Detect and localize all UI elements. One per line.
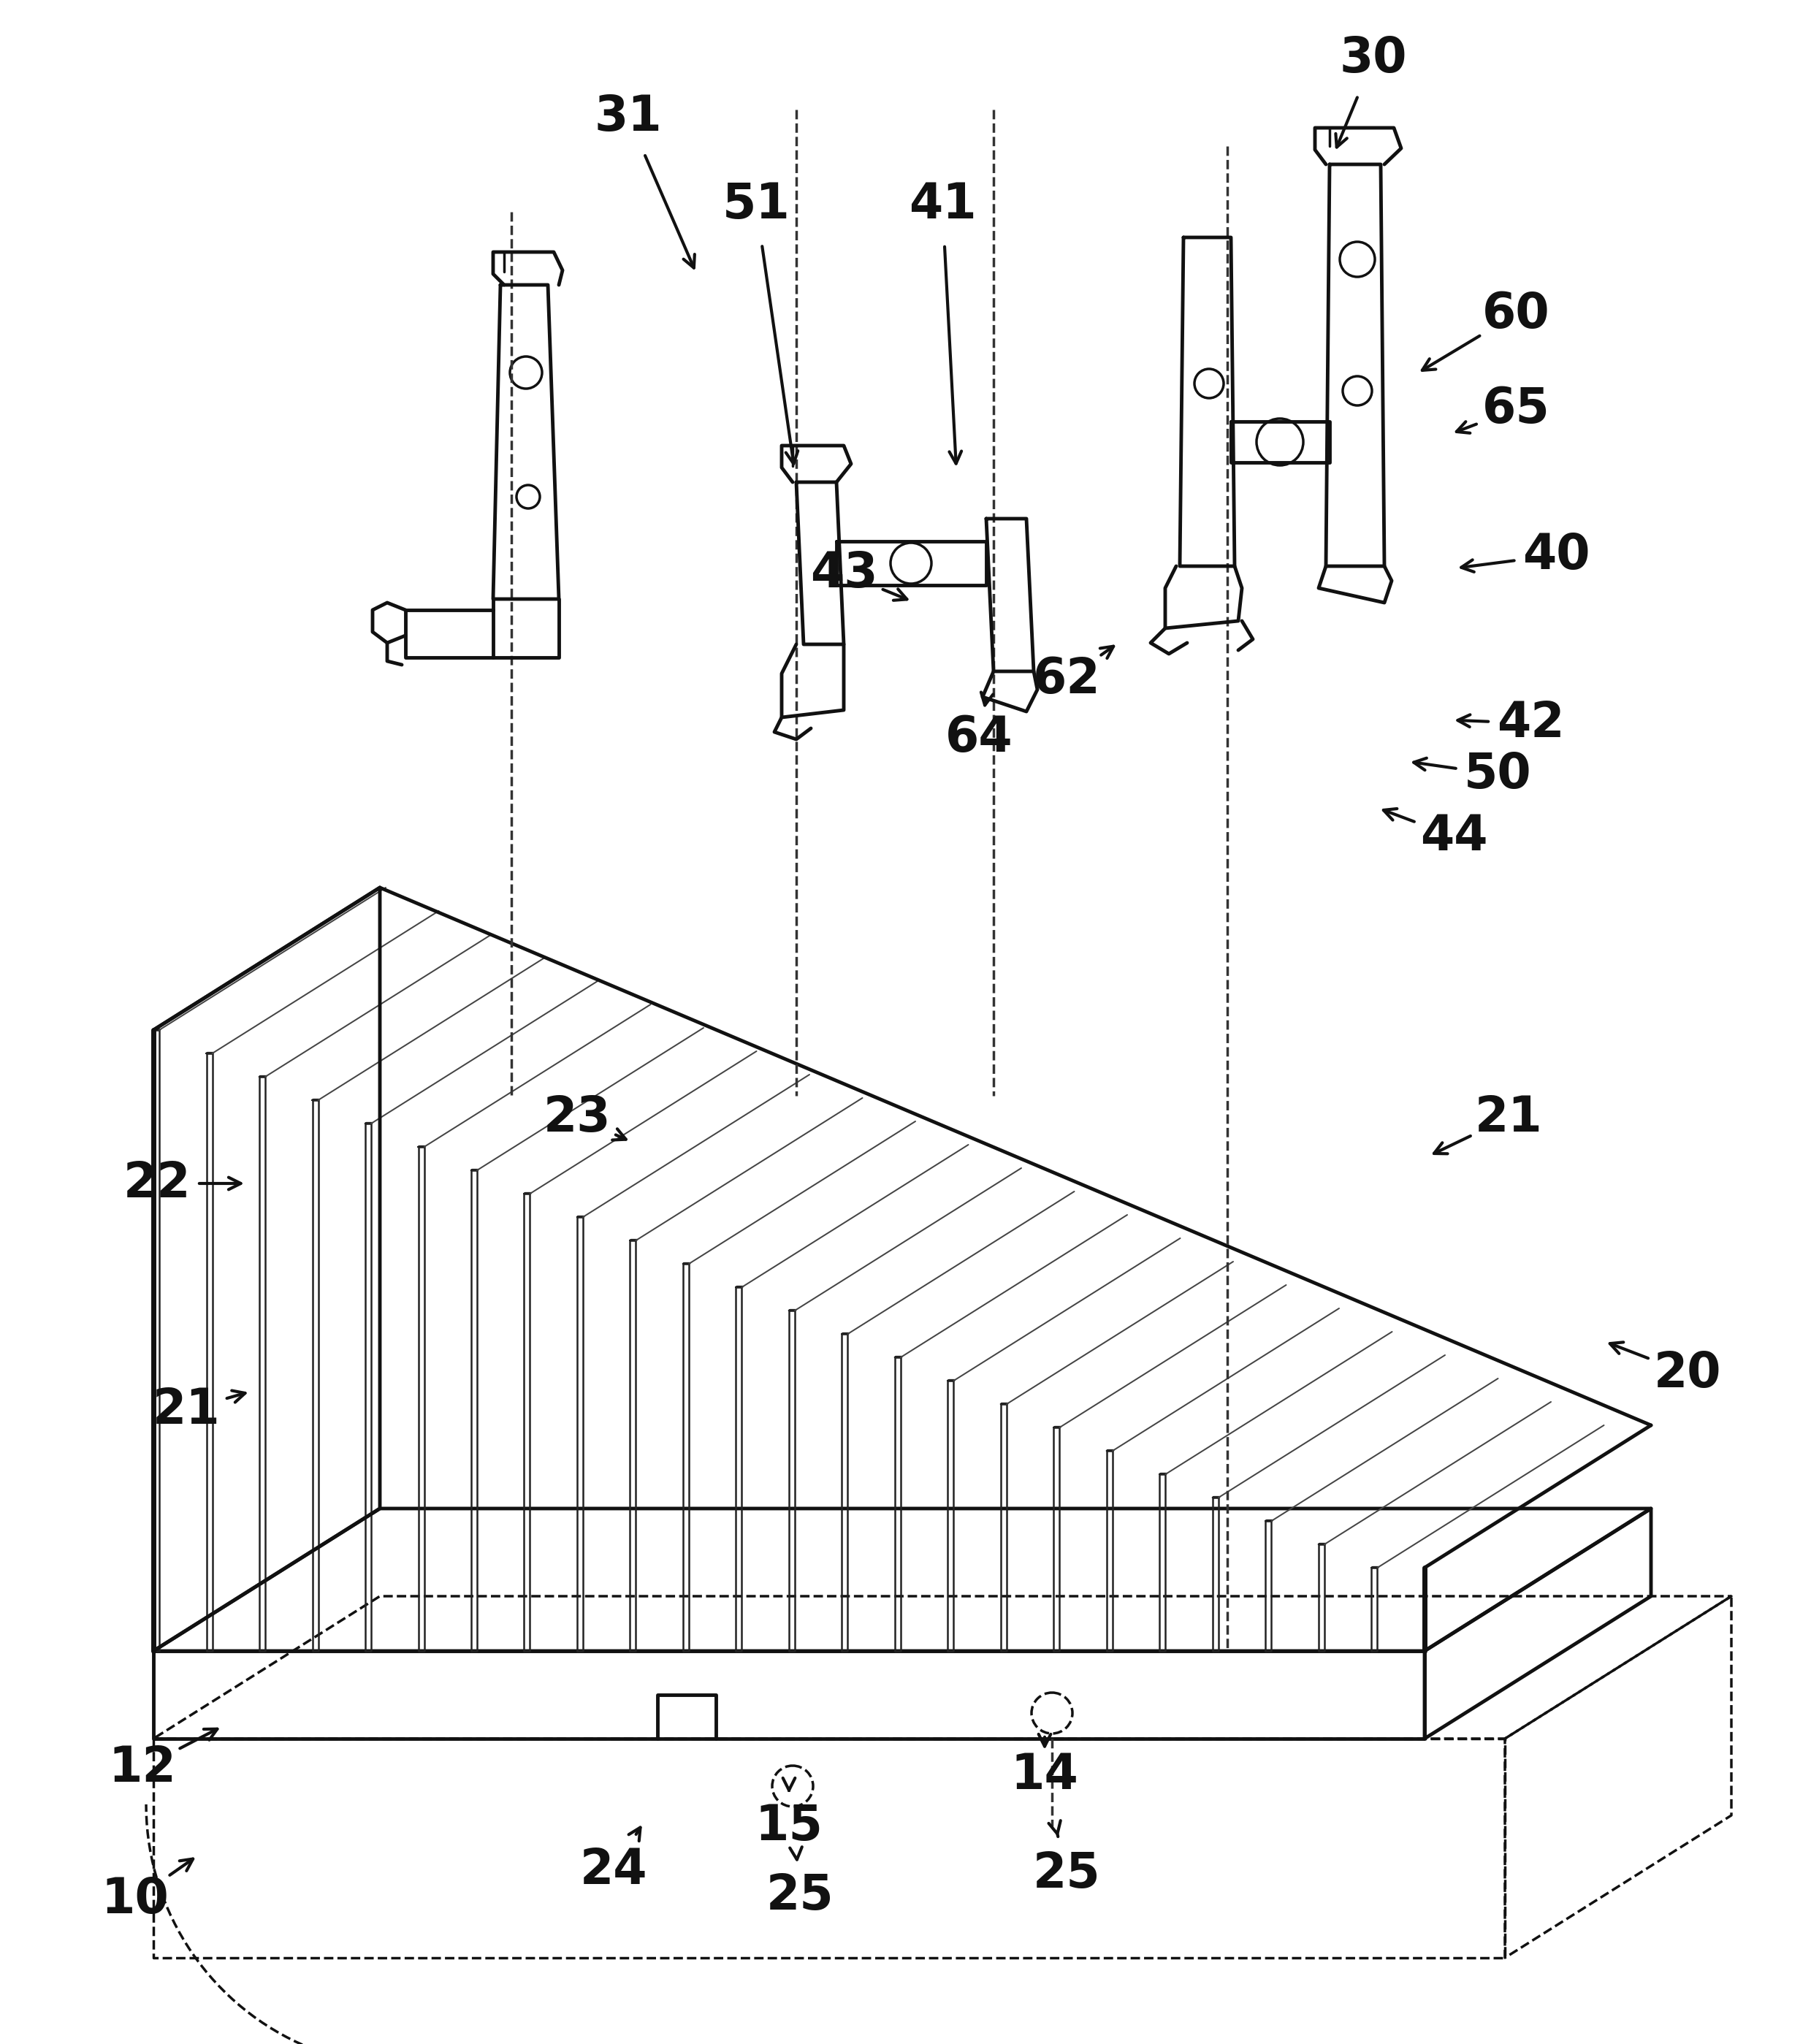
Circle shape (891, 544, 931, 585)
Text: 25: 25 (1032, 1850, 1101, 1899)
Text: 62: 62 (1032, 656, 1101, 703)
Text: 14: 14 (1011, 1752, 1079, 1799)
Text: 50: 50 (1463, 750, 1532, 799)
Text: 30: 30 (1340, 35, 1407, 82)
Text: 43: 43 (810, 550, 878, 597)
Text: 10: 10 (101, 1874, 168, 1923)
Text: 21: 21 (1474, 1094, 1543, 1143)
Text: 21: 21 (152, 1386, 221, 1435)
Text: 41: 41 (909, 180, 976, 229)
Text: 31: 31 (594, 92, 663, 141)
Text: 40: 40 (1523, 531, 1590, 578)
Text: 64: 64 (945, 713, 1012, 762)
Text: 22: 22 (123, 1159, 190, 1208)
Text: 51: 51 (723, 180, 790, 229)
Text: 24: 24 (580, 1846, 648, 1895)
Circle shape (1257, 419, 1304, 466)
Text: 42: 42 (1496, 699, 1565, 748)
Text: 15: 15 (755, 1803, 822, 1850)
Text: 65: 65 (1481, 384, 1550, 433)
Text: 44: 44 (1420, 811, 1487, 861)
Text: 20: 20 (1653, 1349, 1722, 1398)
Text: 23: 23 (543, 1094, 610, 1143)
Text: 60: 60 (1481, 290, 1550, 337)
Text: 25: 25 (766, 1872, 833, 1919)
Text: 12: 12 (109, 1744, 176, 1793)
